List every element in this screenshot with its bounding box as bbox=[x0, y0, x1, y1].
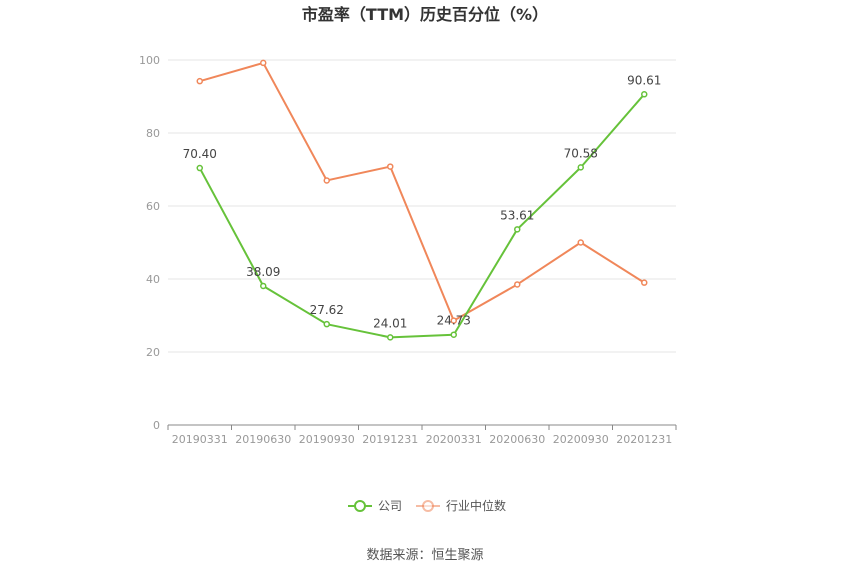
data-point[interactable] bbox=[260, 59, 267, 67]
series-line bbox=[199, 61, 645, 322]
x-tick-label: 20200331 bbox=[426, 433, 482, 446]
data-point[interactable] bbox=[641, 279, 648, 286]
legend-label: 公司 bbox=[378, 499, 402, 513]
data-label: 70.40 bbox=[183, 147, 217, 161]
y-axis: 0 20 40 60 80 100 bbox=[139, 54, 160, 432]
legend-marker bbox=[354, 500, 366, 512]
legend-marker bbox=[422, 500, 434, 512]
data-point[interactable] bbox=[387, 334, 394, 341]
y-tick-label: 100 bbox=[139, 54, 160, 67]
legend-item-industry-median[interactable]: 行业中位数 bbox=[416, 498, 506, 513]
data-point[interactable] bbox=[196, 77, 203, 85]
data-point[interactable] bbox=[323, 320, 330, 328]
data-point[interactable] bbox=[641, 91, 648, 98]
source-note: 数据来源：恒生聚源 bbox=[366, 548, 483, 563]
y-tick-label: 80 bbox=[146, 127, 160, 140]
data-point[interactable] bbox=[323, 177, 330, 184]
data-label: 53.61 bbox=[500, 208, 534, 222]
data-label: 24.01 bbox=[373, 316, 407, 330]
data-point[interactable] bbox=[196, 164, 203, 172]
chart-title: 市盈率（TTM）历史百分位（%） bbox=[302, 5, 548, 24]
x-tick-label: 20190331 bbox=[172, 433, 228, 446]
data-point[interactable] bbox=[514, 226, 521, 233]
y-tick-label: 60 bbox=[146, 200, 160, 213]
legend-label: 行业中位数 bbox=[446, 498, 506, 513]
x-tick-label: 20201231 bbox=[616, 433, 672, 446]
x-axis: 20190331 20190630 20190930 20191231 20200331… bbox=[167, 424, 677, 446]
grid-lines bbox=[168, 59, 676, 353]
legend-item-company[interactable]: 公司 bbox=[348, 499, 402, 513]
series-line bbox=[198, 93, 646, 339]
series-layer: 70.40 38.09 27.62 24.01 24.73 53.61 70.58 90.61 bbox=[183, 59, 661, 341]
data-point[interactable] bbox=[260, 282, 267, 290]
legend[interactable]: 公司 行业中位数 bbox=[348, 498, 506, 513]
data-label: 27.62 bbox=[310, 303, 344, 317]
data-label: 24.73 bbox=[437, 314, 471, 328]
data-point[interactable] bbox=[514, 281, 521, 288]
data-point[interactable] bbox=[450, 331, 457, 338]
y-tick-label: 20 bbox=[146, 346, 160, 359]
data-point[interactable] bbox=[577, 164, 584, 171]
data-point[interactable] bbox=[387, 163, 394, 170]
x-tick-label: 20190630 bbox=[235, 433, 291, 446]
data-point[interactable] bbox=[450, 317, 457, 324]
x-tick-label: 20191231 bbox=[362, 433, 418, 446]
data-point[interactable] bbox=[577, 239, 584, 246]
data-label: 70.58 bbox=[564, 146, 598, 160]
data-label: 38.09 bbox=[246, 265, 280, 279]
x-tick-label: 20190930 bbox=[299, 433, 355, 446]
y-tick-label: 0 bbox=[153, 419, 160, 432]
y-tick-label: 40 bbox=[146, 273, 160, 286]
data-label: 90.61 bbox=[627, 73, 661, 87]
x-tick-label: 20200930 bbox=[553, 433, 609, 446]
x-tick-label: 20200630 bbox=[489, 433, 545, 446]
